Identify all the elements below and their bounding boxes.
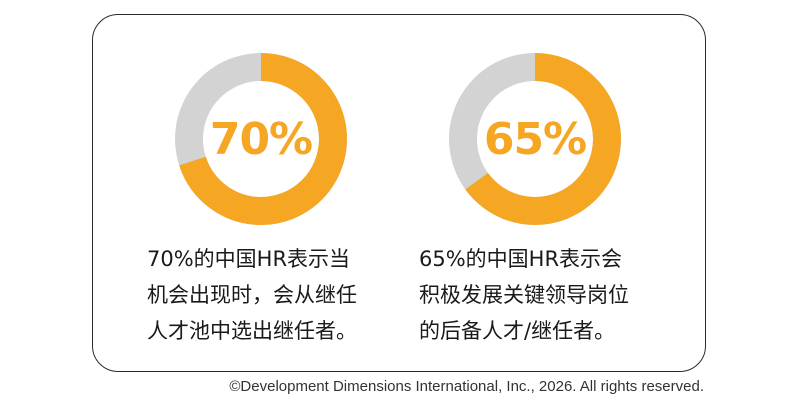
copyright-notice: ©Development Dimensions International, I…: [229, 378, 704, 395]
stats-card: 70% 70%的中国HR表示当 机会出现时，会从继任 人才池中选出继任者。 65…: [92, 14, 706, 372]
caption-line: 的后备人才/继任者。: [419, 319, 616, 343]
donut-value-arc-2: [449, 53, 621, 225]
donut-center-label-1: 70%: [209, 113, 313, 165]
donut-chart-1: 70%: [171, 49, 351, 229]
donut-chart-2: 65%: [445, 49, 625, 229]
stat-caption-2: 65%的中国HR表示会 积极发展关键领导岗位 的后备人才/继任者。: [419, 241, 689, 349]
stat-panel-2: 65% 65%的中国HR表示会 积极发展关键领导岗位 的后备人才/继任者。: [393, 15, 693, 371]
donut-svg-1: [175, 53, 347, 225]
donut-center-label-2: 65%: [483, 113, 587, 165]
caption-line: 积极发展关键领导岗位: [419, 283, 629, 307]
stat-panel-1: 70% 70%的中国HR表示当 机会出现时，会从继任 人才池中选出继任者。: [93, 15, 393, 371]
stat-caption-1: 70%的中国HR表示当 机会出现时，会从继任 人才池中选出继任者。: [147, 241, 393, 349]
caption-line: 机会出现时，会从继任: [147, 283, 357, 307]
donut-value-arc-1: [175, 53, 347, 225]
caption-line: 70%的中国HR表示当: [147, 247, 351, 271]
caption-line: 人才池中选出继任者。: [147, 319, 357, 343]
donut-svg-2: [449, 53, 621, 225]
caption-line: 65%的中国HR表示会: [419, 247, 623, 271]
